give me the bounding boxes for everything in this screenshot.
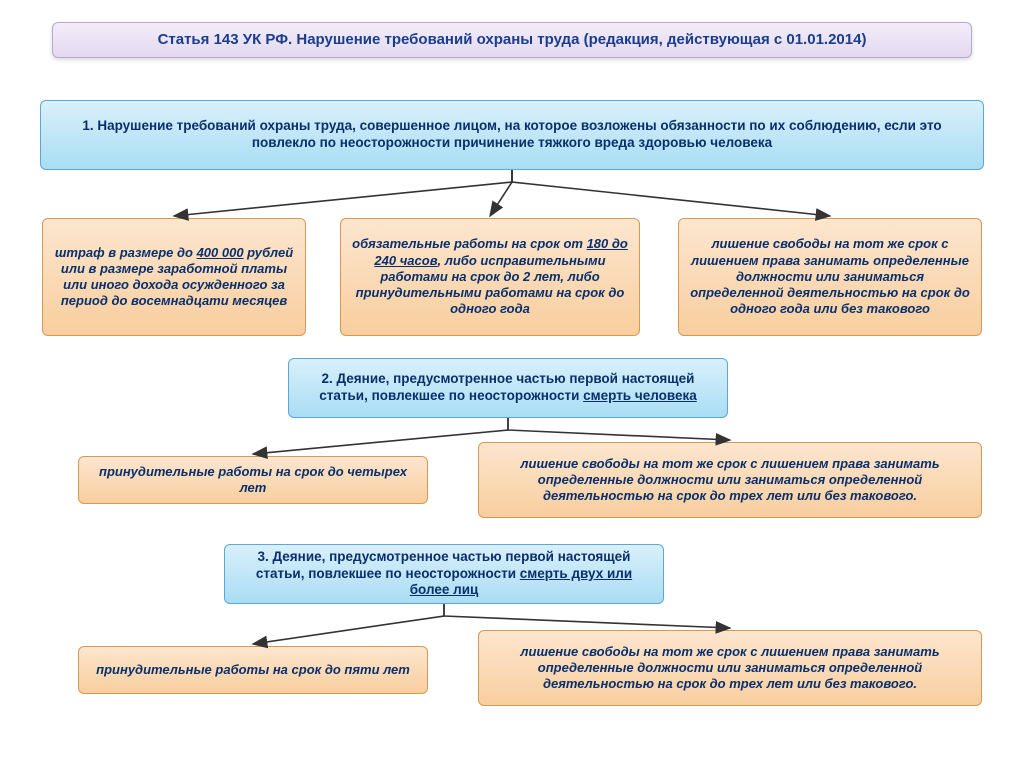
- penalty-2b: лишение свободы на тот же срок с лишение…: [478, 442, 982, 518]
- penalty-1b: обязательные работы на срок от 180 до 24…: [340, 218, 640, 336]
- penalty-1a-text: штраф в размере до 400 000 рублей или в …: [53, 245, 295, 310]
- penalty-2a-text: принудительные работы на срок до четырех…: [89, 464, 417, 497]
- penalty-3b-text: лишение свободы на тот же срок с лишение…: [489, 644, 971, 693]
- part1-text: 1. Нарушение требований охраны труда, со…: [51, 118, 973, 152]
- part2-header: 2. Деяние, предусмотренное частью первой…: [288, 358, 728, 418]
- part2-text: 2. Деяние, предусмотренное частью первой…: [299, 371, 717, 405]
- penalty-1b-text: обязательные работы на срок от 180 до 24…: [351, 236, 629, 317]
- part3-text: 3. Деяние, предусмотренное частью первой…: [235, 549, 653, 600]
- penalty-3b: лишение свободы на тот же срок с лишение…: [478, 630, 982, 706]
- part1-header: 1. Нарушение требований охраны труда, со…: [40, 100, 984, 170]
- penalty-2b-text: лишение свободы на тот же срок с лишение…: [489, 456, 971, 505]
- penalty-2a: принудительные работы на срок до четырех…: [78, 456, 428, 504]
- title-text: Статья 143 УК РФ. Нарушение требований о…: [158, 31, 867, 50]
- penalty-1c-text: лишение свободы на тот же срок с лишение…: [689, 236, 971, 317]
- penalty-1a: штраф в размере до 400 000 рублей или в …: [42, 218, 306, 336]
- penalty-3a-text: принудительные работы на срок до пяти ле…: [96, 662, 410, 678]
- penalty-1c: лишение свободы на тот же срок с лишение…: [678, 218, 982, 336]
- title-box: Статья 143 УК РФ. Нарушение требований о…: [52, 22, 972, 58]
- part3-header: 3. Деяние, предусмотренное частью первой…: [224, 544, 664, 604]
- penalty-3a: принудительные работы на срок до пяти ле…: [78, 646, 428, 694]
